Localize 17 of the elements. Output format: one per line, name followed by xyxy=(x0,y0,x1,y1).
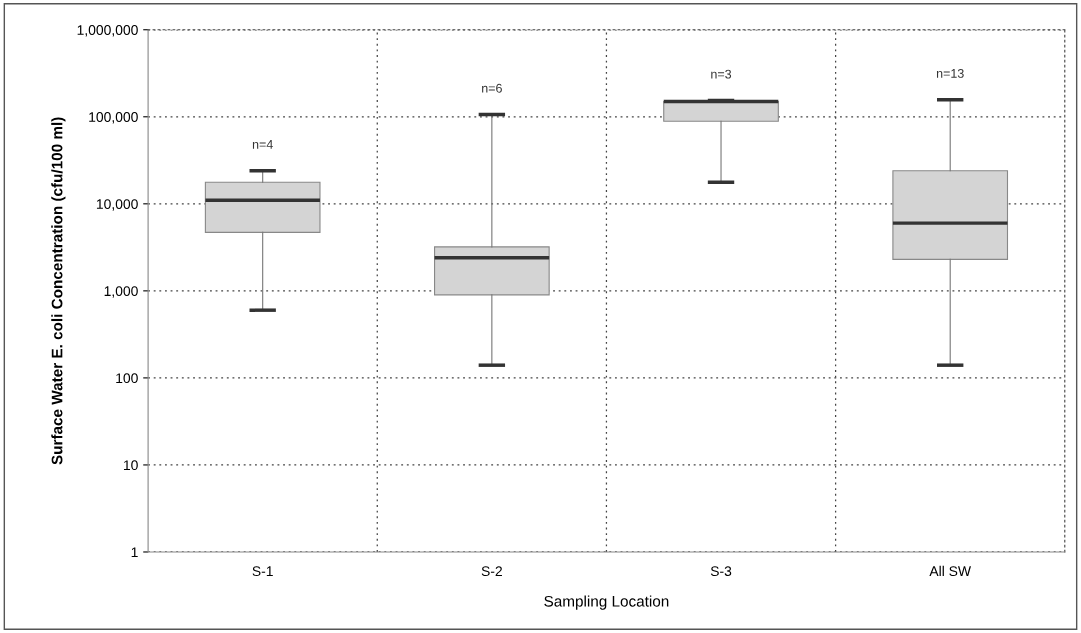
annotation: n=3 xyxy=(711,69,732,79)
x-tick-label: All SW xyxy=(929,565,971,577)
annotation: n=4 xyxy=(252,140,273,149)
y-tick-label: 1 xyxy=(131,547,138,558)
y-tick-label: 100 xyxy=(116,373,138,384)
y-tick-label: 1,000,000 xyxy=(77,25,138,37)
annotation: n=6 xyxy=(482,83,502,93)
x-axis-title: Sampling Location xyxy=(544,595,669,610)
y-tick-label: 10 xyxy=(123,460,138,471)
x-tick-label: S-3 xyxy=(710,566,732,577)
y-tick-label: 100,000 xyxy=(89,112,138,124)
x-tick-label: S-1 xyxy=(252,566,273,577)
x-tick-label: S-2 xyxy=(481,566,502,577)
y-tick-label: 1,000 xyxy=(104,286,138,298)
y-axis-title: Surface Water E. coli Concentration (cfu/100 ml) xyxy=(51,117,66,465)
y-tick-label: 10,000 xyxy=(96,199,138,211)
annotation: n=13 xyxy=(936,68,964,78)
